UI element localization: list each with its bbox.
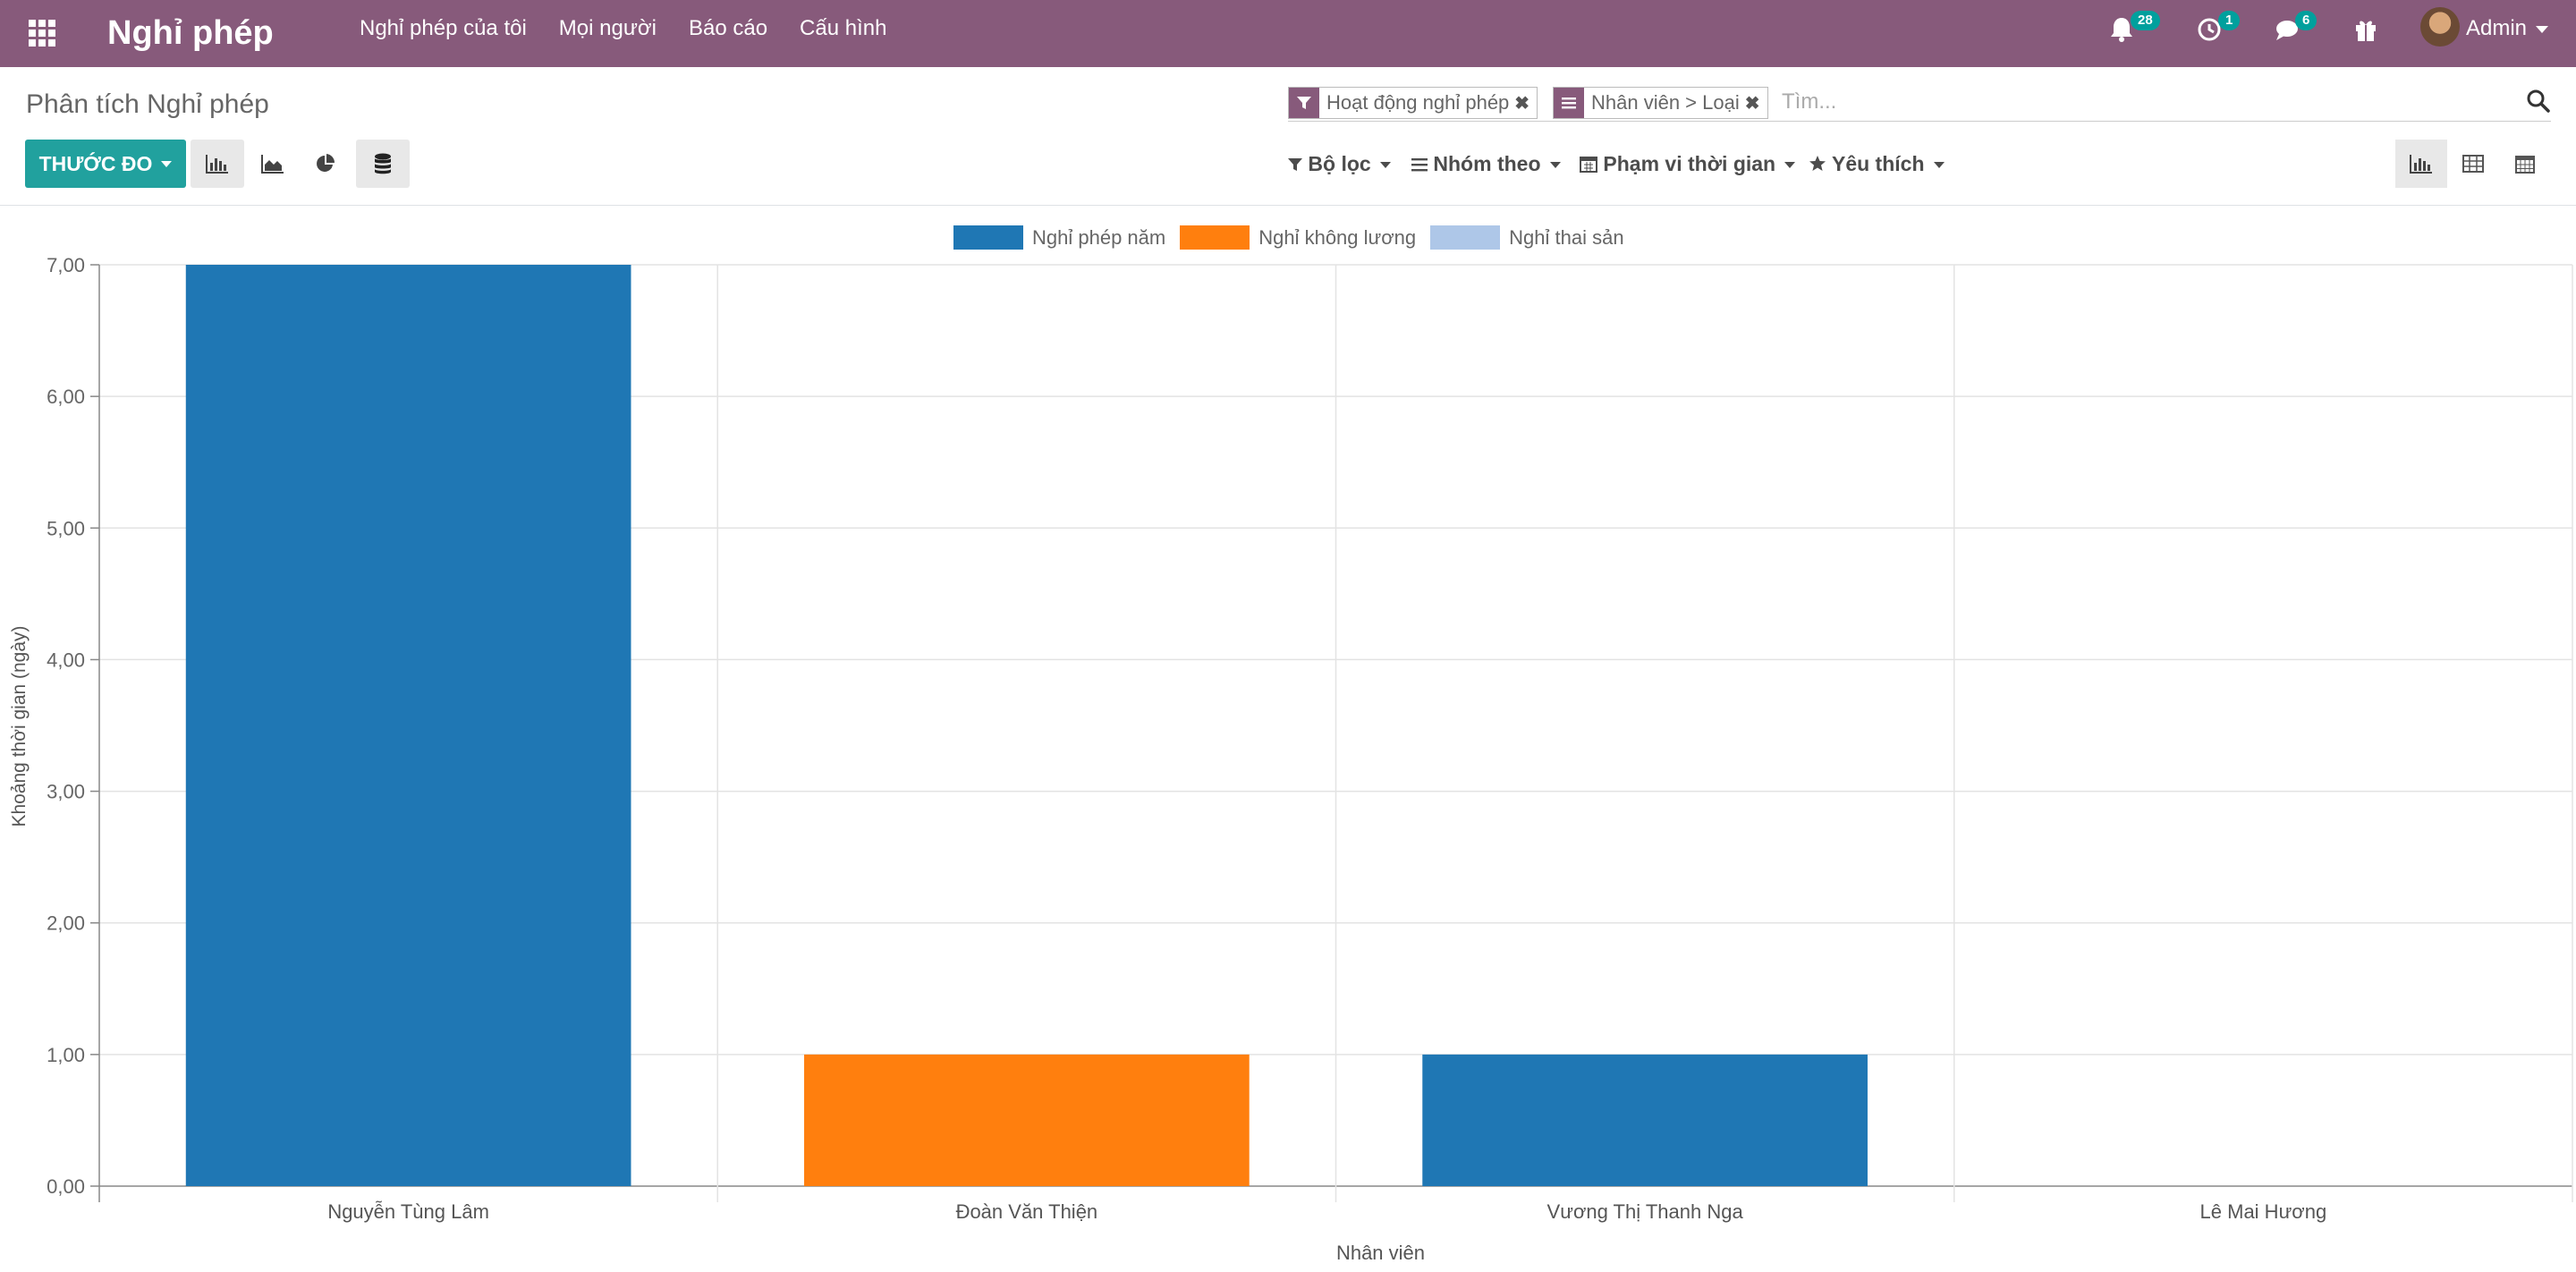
legend-label: Nghỉ không lương [1258, 225, 1417, 249]
favorites-label: Yêu thích [1831, 152, 1925, 175]
user-name: Admin [2466, 16, 2528, 40]
messages-badge: 6 [2295, 11, 2318, 30]
database-stack-icon [375, 153, 391, 174]
group-by-icon [1554, 88, 1584, 118]
favorites-dropdown[interactable]: Yêu thích [1809, 151, 1945, 176]
time-range-dropdown[interactable]: Phạm vi thời gian [1580, 151, 1796, 176]
legend-swatch [1180, 225, 1250, 250]
list-icon [1411, 158, 1428, 172]
bell-icon [2111, 18, 2132, 42]
filter-icon [1289, 88, 1319, 118]
y-tick-label: 4,00 [47, 649, 85, 671]
stacked-toggle-button[interactable] [356, 140, 410, 188]
measures-label: THƯỚC ĐO [38, 151, 153, 175]
y-tick-label: 1,00 [47, 1044, 85, 1066]
bar-chart-icon [2410, 155, 2432, 174]
menu-my-timeoff[interactable]: Nghỉ phép của tôi [360, 16, 527, 40]
search-bar: Hoạt động nghỉ phép ✖ Nhân viên > Loại ✖ [1288, 85, 2551, 122]
y-tick-label: 7,00 [47, 254, 85, 276]
apps-grid-icon[interactable] [27, 18, 57, 48]
table-icon [2462, 155, 2484, 173]
bar [185, 265, 631, 1186]
search-facet-groupby: Nhân viên > Loại ✖ [1553, 87, 1768, 119]
search-input[interactable] [1780, 85, 2481, 119]
legend-item[interactable]: Nghỉ phép năm [953, 225, 1165, 250]
legend-label: Nghỉ thai sản [1509, 225, 1624, 249]
chevron-down-icon [1549, 162, 1561, 169]
bar-chart-mode-button[interactable] [191, 140, 244, 188]
area-chart-icon [261, 155, 284, 174]
bar-chart-icon [206, 155, 228, 174]
user-menu[interactable]: Admin [2466, 14, 2549, 43]
x-tick-label: Lê Mai Hương [2200, 1200, 2327, 1223]
notifications-badge: 28 [2131, 11, 2160, 30]
top-menu: Nghỉ phép của tôi Mọi người Báo cáo Cấu … [360, 0, 919, 67]
bar [804, 1054, 1250, 1186]
y-tick-label: 5,00 [47, 517, 85, 539]
calendar-icon [2515, 156, 2535, 174]
filters-dropdown[interactable]: Bộ lọc [1288, 151, 1391, 176]
pie-chart-mode-button[interactable] [299, 140, 352, 188]
remove-facet-icon[interactable]: ✖ [1744, 93, 1760, 114]
y-axis-title: Khoảng thời gian (ngày) [9, 625, 30, 827]
y-tick-label: 0,00 [47, 1175, 85, 1198]
activities-button[interactable]: 1 [2197, 11, 2241, 47]
facet-label: Nhân viên > Loại [1591, 91, 1740, 114]
y-tick-label: 3,00 [47, 781, 85, 803]
time-range-label: Phạm vi thời gian [1603, 152, 1776, 175]
filters-label: Bộ lọc [1308, 152, 1371, 175]
pie-chart-icon [317, 154, 335, 172]
filter-icon [1288, 158, 1302, 171]
menu-everyone[interactable]: Mọi người [558, 16, 657, 40]
messages-button[interactable]: 6 [2274, 11, 2318, 47]
pivot-view-button[interactable] [2447, 140, 2499, 188]
menu-configuration[interactable]: Cấu hình [800, 16, 887, 40]
activities-badge: 1 [2218, 11, 2241, 30]
remove-facet-icon[interactable]: ✖ [1514, 93, 1530, 114]
chevron-down-icon [1933, 162, 1945, 169]
user-avatar[interactable] [2420, 7, 2460, 47]
chat-icon [2276, 21, 2298, 40]
line-chart-mode-button[interactable] [246, 140, 300, 188]
groupby-dropdown[interactable]: Nhóm theo [1411, 151, 1561, 176]
chevron-down-icon [1379, 162, 1391, 169]
app-brand[interactable]: Nghỉ phép [107, 14, 274, 52]
chevron-down-icon [161, 160, 173, 167]
search-facet-filter: Hoạt động nghỉ phép ✖ [1288, 87, 1538, 119]
x-tick-label: Nguyễn Tùng Lâm [327, 1200, 489, 1223]
legend-item[interactable]: Nghỉ không lương [1180, 225, 1416, 250]
graph-view: Nghỉ phép năm Nghỉ không lương Nghỉ thai… [0, 206, 2576, 1272]
star-icon [1809, 156, 1826, 171]
groupby-label: Nhóm theo [1433, 152, 1541, 175]
calendar-view-button[interactable] [2499, 140, 2551, 188]
x-tick-label: Đoàn Văn Thiện [956, 1200, 1098, 1223]
control-panel: Phân tích Nghỉ phép Hoạt động nghỉ phép … [0, 67, 2576, 206]
search-icon[interactable] [2526, 89, 2551, 114]
chevron-down-icon [2536, 25, 2549, 33]
breadcrumb: Phân tích Nghỉ phép [26, 89, 269, 119]
y-tick-label: 6,00 [47, 386, 85, 408]
menu-reporting[interactable]: Báo cáo [688, 16, 768, 40]
calendar-icon [1580, 157, 1597, 173]
legend-item[interactable]: Nghỉ thai sản [1430, 225, 1624, 250]
bar-chart: 0,00 1,00 2,00 3,00 4,00 5,00 6,00 7,00 Nguyễn T… [9, 254, 2573, 1264]
facet-label: Hoạt động nghỉ phép [1326, 91, 1510, 114]
legend-label: Nghỉ phép năm [1032, 225, 1166, 249]
y-tick-label: 2,00 [47, 912, 85, 935]
legend-swatch [1430, 225, 1501, 250]
chart-legend: Nghỉ phép năm Nghỉ không lương Nghỉ thai… [953, 225, 1639, 250]
x-axis-title: Nhân viên [1336, 1242, 1425, 1264]
top-navbar: Nghỉ phép Nghỉ phép của tôi Mọi người Bá… [0, 0, 2576, 67]
bar [1422, 1054, 1868, 1186]
chevron-down-icon [1784, 162, 1796, 169]
legend-swatch [953, 225, 1023, 250]
graph-view-button[interactable] [2395, 140, 2447, 188]
clock-icon [2198, 18, 2221, 41]
gift-icon [2356, 21, 2376, 41]
measures-button[interactable]: THƯỚC ĐO [25, 140, 186, 188]
gift-button[interactable] [2354, 13, 2377, 47]
notifications-button[interactable]: 28 [2109, 11, 2160, 47]
x-tick-label: Vương Thị Thanh Nga [1547, 1200, 1744, 1223]
